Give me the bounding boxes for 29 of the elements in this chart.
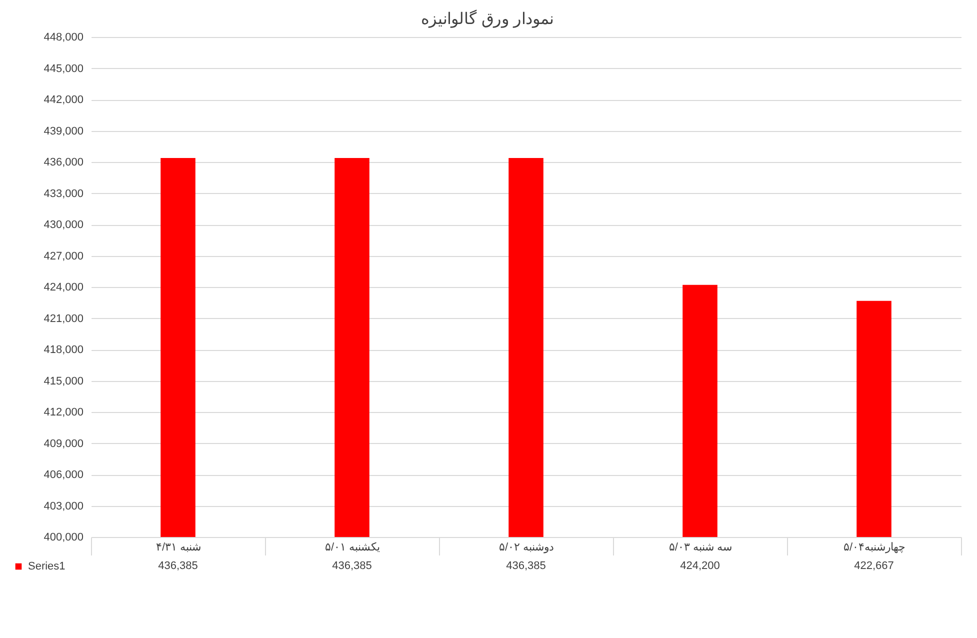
y-tick-label: 403,000 [44,500,84,512]
y-tick-label: 445,000 [44,62,84,75]
x-tick-label: یکشنبه ۵/۰۱ [324,542,380,554]
y-tick-label: 442,000 [44,94,84,106]
y-tick-label: 400,000 [44,532,84,544]
y-tick-label: 439,000 [44,125,84,138]
data-label: 436,385 [332,560,372,572]
y-tick-label: 406,000 [44,469,84,481]
legend-label: Series1 [28,560,66,572]
data-label: 424,200 [680,560,720,572]
y-tick-label: 421,000 [44,312,84,325]
y-tick-label: 424,000 [44,282,84,294]
y-tick-label: 427,000 [44,250,84,262]
x-tick-label: دوشنبه ۵/۰۲ [498,542,554,554]
data-label: 436,385 [158,560,198,572]
data-label: 436,385 [506,560,546,572]
data-label: 422,667 [854,560,894,572]
y-tick-label: 430,000 [44,219,84,231]
y-tick-label: 436,000 [44,156,84,168]
x-tick-label: چهارشنبه۵/۰۴ [843,542,906,554]
y-tick-label: 418,000 [44,344,84,356]
y-tick-label: 433,000 [44,188,84,200]
chart-title: نمودار ورق گالوانیزه [420,9,554,28]
x-tick-label: شنبه ۴/۳۱ [156,542,202,554]
y-tick-label: 409,000 [44,438,84,450]
y-tick-label: 448,000 [44,32,84,44]
y-tick-label: 415,000 [44,375,84,388]
y-tick-label: 412,000 [44,406,84,418]
x-tick-label: سه شنبه ۵/۰۳ [668,542,732,554]
